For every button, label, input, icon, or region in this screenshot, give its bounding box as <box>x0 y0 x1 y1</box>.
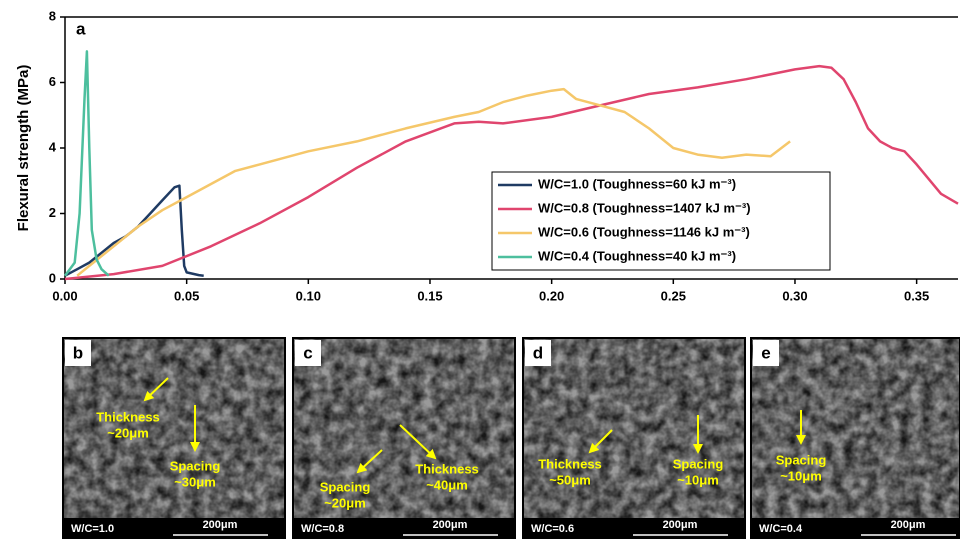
legend-label: W/C=0.4 (Toughness=40 kJ m⁻³) <box>538 248 736 263</box>
y-axis-label: Flexural strength (MPa) <box>15 65 32 232</box>
y-tick-label: 0 <box>49 270 56 285</box>
sample-label: W/C=0.4 <box>759 523 803 535</box>
y-tick-label: 8 <box>49 8 56 23</box>
x-tick-label: 0.20 <box>539 288 564 303</box>
annotation: Spacing <box>320 479 371 494</box>
annotation: ~10μm <box>677 472 719 487</box>
scale-bar-label: 200μm <box>203 519 238 531</box>
annotation: Thickness <box>538 456 602 471</box>
y-tick-label: 4 <box>49 139 57 154</box>
panel-label: b <box>73 343 83 362</box>
x-tick-label: 0.15 <box>417 288 442 303</box>
sem-texture <box>752 339 959 538</box>
annotation: ~30μm <box>174 474 216 489</box>
sem-texture <box>64 339 284 538</box>
x-tick-label: 0.30 <box>782 288 807 303</box>
panel-label: c <box>303 343 312 362</box>
sem-texture <box>524 339 744 538</box>
annotation: Spacing <box>776 452 827 467</box>
annotation: Spacing <box>170 458 221 473</box>
legend-label: W/C=0.8 (Toughness=1407 kJ m⁻³) <box>538 200 751 215</box>
annotation: Spacing <box>673 456 724 471</box>
x-tick-label: 0.35 <box>904 288 929 303</box>
annotation: ~50μm <box>549 472 591 487</box>
sample-label: W/C=0.8 <box>301 523 344 535</box>
y-tick-label: 6 <box>49 74 56 89</box>
x-tick-label: 0.25 <box>661 288 686 303</box>
annotation: ~20μm <box>324 495 366 510</box>
scale-bar-label: 200μm <box>433 519 468 531</box>
panel-label: a <box>76 19 86 38</box>
x-tick-label: 0.10 <box>296 288 321 303</box>
x-tick-label: 0.00 <box>52 288 77 303</box>
legend-label: W/C=1.0 (Toughness=60 kJ m⁻³) <box>538 176 736 191</box>
scale-bar-label: 200μm <box>663 519 698 531</box>
annotation: ~40μm <box>426 477 468 492</box>
figure: Flexural strength (MPa) a 0 2 4 6 8 0.00 0.05 0… <box>0 0 960 539</box>
annotation: ~10μm <box>780 468 822 483</box>
y-tick-label: 2 <box>49 205 56 220</box>
series-line <box>65 51 109 275</box>
scale-bar-label: 200μm <box>891 519 926 531</box>
sample-label: W/C=0.6 <box>531 523 574 535</box>
x-tick-label: 0.05 <box>174 288 199 303</box>
sample-label: W/C=1.0 <box>71 523 114 535</box>
legend-label: W/C=0.6 (Toughness=1146 kJ m⁻³) <box>538 224 750 239</box>
annotation: Thickness <box>415 461 479 476</box>
annotation: Thickness <box>96 409 160 424</box>
annotation: ~20μm <box>107 425 149 440</box>
panel-label: d <box>533 343 543 362</box>
panel-label: e <box>761 343 770 362</box>
